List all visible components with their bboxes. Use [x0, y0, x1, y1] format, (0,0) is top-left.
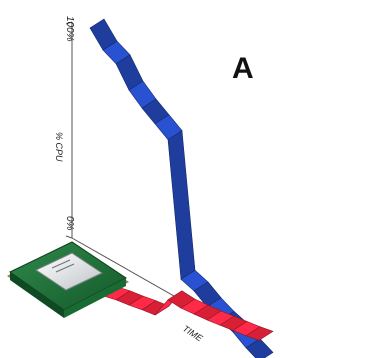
annotation-label: A: [232, 52, 254, 85]
y-axis-tick-bottom: [65, 235, 73, 239]
cpu-chip-icon: [6, 241, 130, 318]
y-tick-label-100: 100%: [64, 16, 75, 42]
series-0-segment: [167, 130, 196, 280]
series-1-segment: [245, 326, 274, 341]
series-layer: [89, 18, 274, 358]
y-axis-label: % CPU: [54, 132, 64, 162]
y-axis-tick-top: [65, 21, 73, 25]
series-0-segment: [245, 338, 274, 358]
x-axis-label: TIME: [181, 323, 205, 344]
y-tick-label-0: 0%: [64, 216, 75, 231]
